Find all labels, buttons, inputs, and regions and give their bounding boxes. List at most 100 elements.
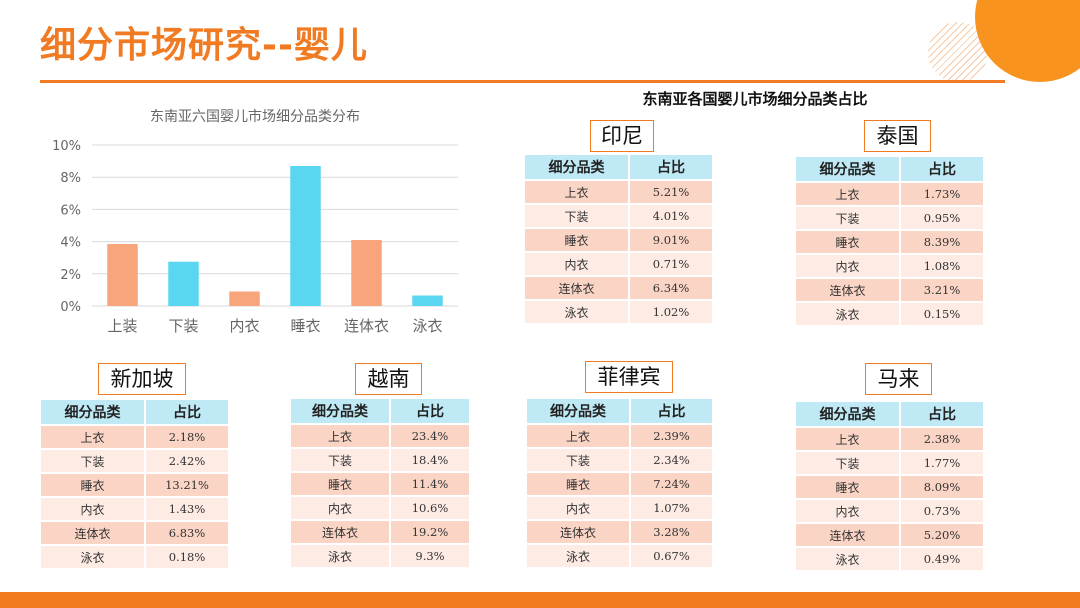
share-cell: 10.6%	[391, 497, 469, 519]
table-row: 睡衣 7.24%	[527, 473, 712, 495]
country-label-vietnam: 越南	[355, 363, 422, 395]
share-cell: 0.67%	[631, 545, 712, 567]
column-header-category: 细分品类	[527, 399, 631, 423]
table-row: 泳衣 9.3%	[291, 545, 469, 567]
share-cell: 2.38%	[901, 428, 983, 450]
category-cell: 上衣	[41, 426, 146, 448]
share-cell: 2.42%	[146, 450, 228, 472]
table-row: 内衣 0.71%	[525, 253, 712, 275]
table-row: 内衣 0.73%	[796, 500, 983, 522]
category-cell: 泳衣	[527, 545, 631, 567]
table-row: 下装 18.4%	[291, 449, 469, 471]
share-cell: 0.71%	[630, 253, 712, 275]
table-row: 下装 4.01%	[525, 205, 712, 227]
category-cell: 睡衣	[527, 473, 631, 495]
y-tick-label: 6%	[60, 203, 81, 218]
table-philippines: 细分品类 占比 上衣 2.39% 下装 2.34% 睡衣 7.24% 内衣 1.07% …	[527, 397, 712, 569]
table-row: 泳衣 0.15%	[796, 303, 983, 325]
chart-title: 东南亚六国婴儿市场细分品类分布	[150, 108, 360, 125]
table-row: 睡衣 8.09%	[796, 476, 983, 498]
table-row: 下装 2.42%	[41, 450, 228, 472]
share-cell: 7.24%	[631, 473, 712, 495]
decorative-orange-circle	[975, 0, 1080, 82]
country-label-thailand: 泰国	[864, 120, 931, 152]
column-header-category: 细分品类	[525, 155, 630, 179]
column-header-share: 占比	[630, 155, 712, 179]
category-cell: 下装	[796, 207, 901, 229]
category-cell: 连体衣	[796, 524, 901, 546]
bar-1	[107, 244, 138, 306]
table-row: 连体衣 5.20%	[796, 524, 983, 546]
category-cell: 上衣	[525, 181, 630, 203]
country-label-singapore: 新加坡	[98, 363, 186, 395]
category-cell: 内衣	[796, 255, 901, 277]
table-row: 内衣 1.07%	[527, 497, 712, 519]
share-cell: 0.73%	[901, 500, 983, 522]
column-header-share: 占比	[901, 402, 983, 426]
table-row: 睡衣 13.21%	[41, 474, 228, 496]
category-cell: 上衣	[291, 425, 391, 447]
table-row: 下装 2.34%	[527, 449, 712, 471]
share-cell: 13.21%	[146, 474, 228, 496]
share-cell: 5.21%	[630, 181, 712, 203]
category-cell: 内衣	[796, 500, 901, 522]
x-tick-label: 下装	[168, 317, 198, 335]
share-cell: 0.49%	[901, 548, 983, 570]
y-tick-label: 4%	[60, 236, 81, 251]
x-tick-label: 泳衣	[412, 317, 442, 335]
share-cell: 3.21%	[901, 279, 983, 301]
category-cell: 下装	[796, 452, 901, 474]
category-cell: 连体衣	[527, 521, 631, 543]
column-header-share: 占比	[901, 157, 983, 181]
table-singapore: 细分品类 占比 上衣 2.18% 下装 2.42% 睡衣 13.21% 内衣 1.43%…	[41, 398, 228, 570]
page-title: 细分市场研究--婴儿	[40, 25, 368, 66]
category-cell: 下装	[41, 450, 146, 472]
share-cell: 1.77%	[901, 452, 983, 474]
bar-6	[412, 295, 443, 306]
table-row: 连体衣 6.34%	[525, 277, 712, 299]
category-cell: 连体衣	[291, 521, 391, 543]
column-header-category: 细分品类	[796, 402, 901, 426]
table-row: 连体衣 19.2%	[291, 521, 469, 543]
x-tick-label: 内衣	[229, 317, 259, 335]
country-label-indonesia: 印尼	[590, 120, 654, 152]
category-distribution-chart: 东南亚六国婴儿市场细分品类分布 0% 2% 4% 6% 8% 10% 上装 下装 内衣 睡衣 连体衣 泳…	[52, 108, 458, 335]
table-row: 上衣 2.39%	[527, 425, 712, 447]
table-row: 下装 0.95%	[796, 207, 983, 229]
share-cell: 5.20%	[901, 524, 983, 546]
category-cell: 睡衣	[291, 473, 391, 495]
table-row: 连体衣 3.21%	[796, 279, 983, 301]
table-row: 内衣 1.08%	[796, 255, 983, 277]
column-header-share: 占比	[631, 399, 712, 423]
table-row: 泳衣 0.18%	[41, 546, 228, 568]
x-tick-label: 上装	[107, 317, 137, 335]
category-cell: 上衣	[527, 425, 631, 447]
share-cell: 2.39%	[631, 425, 712, 447]
category-cell: 泳衣	[41, 546, 146, 568]
table-row: 泳衣 0.67%	[527, 545, 712, 567]
share-cell: 8.39%	[901, 231, 983, 253]
x-tick-label: 睡衣	[290, 317, 320, 335]
share-cell: 8.09%	[901, 476, 983, 498]
column-header-share: 占比	[146, 400, 228, 424]
country-label-malaysia: 马来	[865, 363, 932, 395]
y-tick-label: 2%	[60, 268, 81, 283]
bar-2	[168, 261, 199, 306]
category-cell: 内衣	[291, 497, 391, 519]
table-malaysia: 细分品类 占比 上衣 2.38% 下装 1.77% 睡衣 8.09% 内衣 0.73% …	[796, 400, 983, 572]
table-indonesia: 细分品类 占比 上衣 5.21% 下装 4.01% 睡衣 9.01% 内衣 0.71% …	[525, 153, 712, 325]
share-cell: 18.4%	[391, 449, 469, 471]
share-cell: 2.34%	[631, 449, 712, 471]
share-cell: 9.3%	[391, 545, 469, 567]
category-cell: 泳衣	[796, 303, 901, 325]
table-thailand: 细分品类 占比 上衣 1.73% 下装 0.95% 睡衣 8.39% 内衣 1.08% …	[796, 155, 983, 327]
share-cell: 6.34%	[630, 277, 712, 299]
share-cell: 23.4%	[391, 425, 469, 447]
share-cell: 19.2%	[391, 521, 469, 543]
table-row: 内衣 1.43%	[41, 498, 228, 520]
table-row: 下装 1.77%	[796, 452, 983, 474]
table-row: 连体衣 6.83%	[41, 522, 228, 544]
share-cell: 1.08%	[901, 255, 983, 277]
category-cell: 连体衣	[796, 279, 901, 301]
country-label-philippines: 菲律宾	[585, 361, 673, 393]
